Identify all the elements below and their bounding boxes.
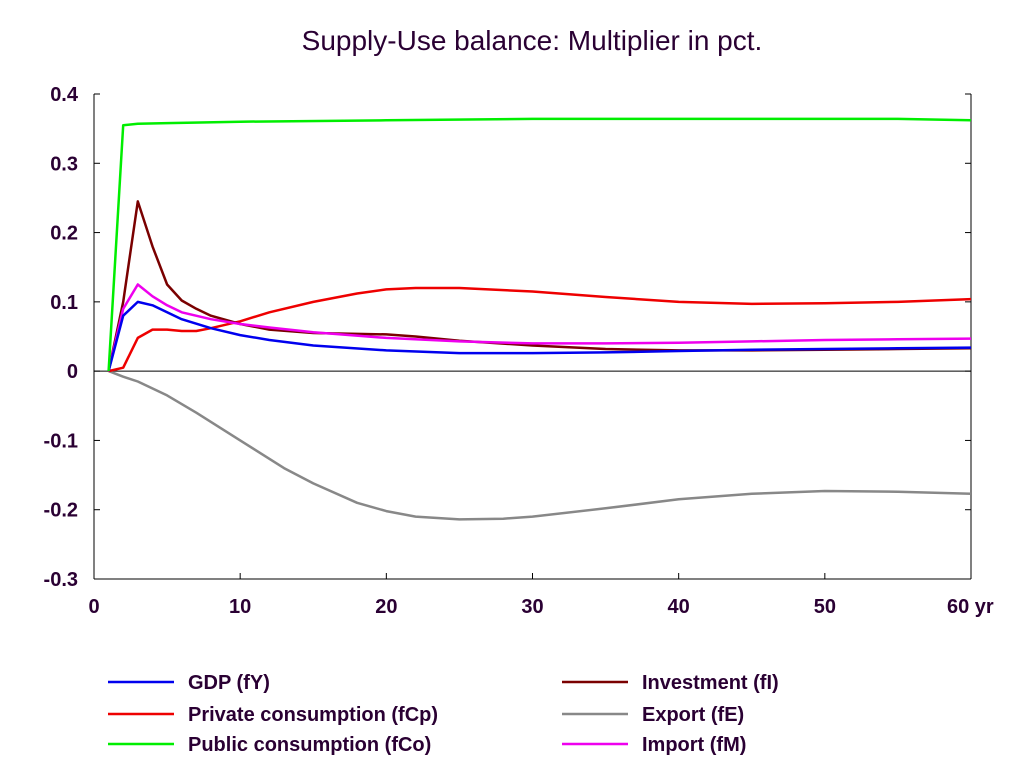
- legend-label: Export (fE): [642, 704, 744, 726]
- series-line-3: [107, 200, 972, 372]
- series-line-5: [107, 283, 972, 372]
- legend-label: Investment (fI): [642, 672, 779, 694]
- y-tick-label: -0.1: [44, 430, 78, 452]
- x-tick-label: 60 yr: [947, 596, 994, 618]
- series-line-0: [107, 300, 972, 372]
- x-tick-label: 40: [668, 596, 690, 618]
- x-tick-label: 0: [88, 596, 99, 618]
- series-line-4: [108, 369, 972, 521]
- x-tick-label: 10: [229, 596, 251, 618]
- chart-axes: 0.4 0.3 0.2 0.1 0 -0.1 -0.2 -0.3 0 10 20 30 40 50 60 y…: [44, 84, 994, 618]
- y-tick-label: -0.2: [44, 500, 78, 522]
- legend-label: Private consumption (fCp): [188, 704, 438, 726]
- y-tick-label: 0.4: [50, 84, 79, 106]
- x-tick-label: 20: [375, 596, 397, 618]
- legend-label: Public consumption (fCo): [188, 734, 431, 756]
- series-line-2: [107, 117, 972, 372]
- y-tick-label: 0.3: [50, 153, 78, 175]
- legend-label: GDP (fY): [188, 672, 270, 694]
- series-lines: [107, 117, 972, 521]
- chart-legend: GDP (fY) Private consumption (fCp) Public …: [108, 672, 779, 756]
- x-tick-label: 30: [521, 596, 543, 618]
- x-tick-label: 50: [814, 596, 836, 618]
- y-tick-label: 0.2: [50, 223, 78, 245]
- y-tick-label: 0.1: [50, 292, 78, 314]
- y-tick-label: -0.3: [44, 569, 78, 591]
- series-line-1: [108, 286, 972, 373]
- y-tick-label: 0: [67, 361, 78, 383]
- legend-label: Import (fM): [642, 734, 746, 756]
- chart-title: Supply-Use balance: Multiplier in pct.: [302, 25, 763, 56]
